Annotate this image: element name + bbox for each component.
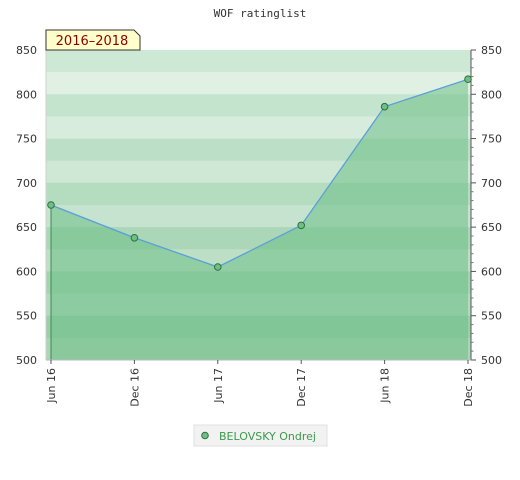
data-point <box>130 233 139 242</box>
plot-band <box>46 94 471 117</box>
chart-title: WOF ratinglist <box>214 7 307 20</box>
y-tick-label-left: 600 <box>16 265 37 278</box>
y-tick-label-right: 500 <box>481 354 502 367</box>
series-line <box>50 78 469 268</box>
x-tick-label: Dec 16 <box>128 368 141 407</box>
y-tick-label-right: 550 <box>481 310 502 323</box>
y-axis-right: 500 550 600 650 700 750 800 850 <box>471 44 502 367</box>
y-tick-label-left: 550 <box>16 310 37 323</box>
y-tick-label-left: 500 <box>16 354 37 367</box>
legend[interactable]: BELOVSKY Ondrej <box>193 424 328 447</box>
y-tick-label-left: 700 <box>16 177 37 190</box>
data-point <box>380 102 389 111</box>
data-points <box>47 75 472 271</box>
y-tick-label-left: 800 <box>16 88 37 101</box>
y-tick-label-left: 850 <box>16 44 37 57</box>
y-axis-left: 500 550 600 650 700 750 800 850 <box>16 44 37 367</box>
x-tick-label: Jun 16 <box>45 368 58 404</box>
x-tick-label: Jun 17 <box>212 368 225 404</box>
y-tick-label-left: 750 <box>16 133 37 146</box>
plot-band <box>46 50 471 73</box>
y-tick-label-right: 650 <box>481 221 502 234</box>
y-tick-label-left: 650 <box>16 221 37 234</box>
y-tick-label-right: 700 <box>481 177 502 190</box>
period-badge: 2016–2018 <box>45 29 141 51</box>
x-tick-label: Jun 18 <box>379 368 392 404</box>
legend-marker <box>201 431 209 440</box>
y-tick-label-right: 800 <box>481 88 502 101</box>
area-layer <box>50 78 469 360</box>
plot-band <box>46 116 471 140</box>
legend-label: BELOVSKY Ondrej <box>219 430 316 443</box>
data-point <box>297 221 306 230</box>
data-point <box>214 263 222 271</box>
data-point <box>464 75 472 84</box>
x-tick-label: Dec 17 <box>295 368 308 407</box>
data-point <box>47 201 55 209</box>
axes <box>45 50 472 361</box>
y-tick-label-right: 600 <box>481 265 502 278</box>
y-tick-label-right: 750 <box>481 133 502 146</box>
x-tick-label: Dec 18 <box>462 368 475 407</box>
x-axis: Jun 16 Dec 16 Jun 17 Dec 17 Jun 18 Dec 18 <box>45 360 475 407</box>
y-tick-label-right: 850 <box>481 44 502 57</box>
series-area <box>51 79 468 360</box>
period-badge-text: 2016–2018 <box>56 34 129 49</box>
plot-band <box>46 72 471 95</box>
